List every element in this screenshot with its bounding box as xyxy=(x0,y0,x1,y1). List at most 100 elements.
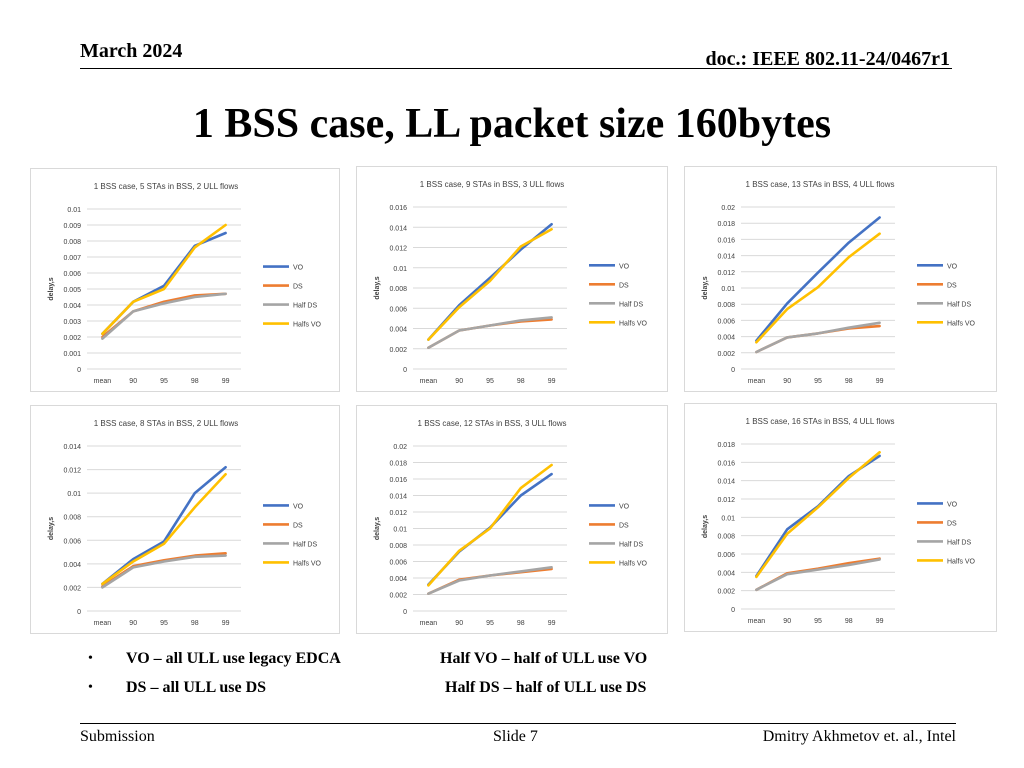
x-tick-label: 99 xyxy=(548,378,556,385)
series-line-ds xyxy=(427,567,553,595)
x-tick-label: 95 xyxy=(486,378,494,385)
note-half-vo: Half VO – half of ULL use VO xyxy=(440,650,648,667)
chart-svg: 1 BSS case, 8 STAs in BSS, 2 ULL flows 0 0… xyxy=(48,419,322,627)
x-tick-label: 95 xyxy=(160,620,168,627)
y-tick-label: 0.001 xyxy=(63,351,81,358)
legend-label: Half DS xyxy=(947,539,971,546)
chart-8-stas: 1 BSS case, 8 STAs in BSS, 2 ULL flows 0 0… xyxy=(30,405,340,634)
legend-label: Half DS xyxy=(947,301,971,308)
x-tick-label: mean xyxy=(94,378,112,385)
y-tick-label: 0 xyxy=(77,609,81,616)
series-line-halfs-vo xyxy=(427,463,553,587)
y-tick-label: 0.002 xyxy=(63,335,81,342)
series-line-half-ds xyxy=(427,566,553,595)
chart-svg: 1 BSS case, 9 STAs in BSS, 3 ULL flows 0 0… xyxy=(374,180,648,385)
y-tick-label: 0.016 xyxy=(389,477,407,484)
y-tick-label: 0.004 xyxy=(63,562,81,569)
footer-submission: Submission xyxy=(80,728,155,745)
x-tick-label: mean xyxy=(748,618,766,625)
legend-label: VO xyxy=(947,263,958,270)
chart-svg: 1 BSS case, 16 STAs in BSS, 4 ULL flows 0… xyxy=(702,417,976,625)
y-tick-label: 0.016 xyxy=(717,237,735,244)
note-ds: DS – all ULL use DS xyxy=(126,679,267,696)
chart-9-stas: 1 BSS case, 9 STAs in BSS, 3 ULL flows 0 0… xyxy=(356,166,668,392)
chart-title: 1 BSS case, 13 STAs in BSS, 4 ULL flows xyxy=(746,180,895,189)
y-axis-label: delay,s xyxy=(702,276,709,299)
x-tick-label: mean xyxy=(748,378,766,385)
y-tick-label: 0.012 xyxy=(389,510,407,517)
y-axis-label: delay,s xyxy=(702,515,709,538)
y-tick-label: 0.01 xyxy=(721,286,735,293)
y-axis-label: delay,s xyxy=(48,277,55,300)
y-tick-label: 0.014 xyxy=(717,254,735,261)
series-line-halfs-vo xyxy=(755,450,881,579)
note-vo: VO – all ULL use legacy EDCA xyxy=(126,650,341,667)
x-tick-label: 99 xyxy=(222,378,230,385)
note-half-ds: Half DS – half of ULL use DS xyxy=(445,679,647,696)
y-axis-label: delay,s xyxy=(374,276,381,299)
y-tick-label: 0.004 xyxy=(63,303,81,310)
series-line-vo xyxy=(755,454,881,578)
x-tick-label: 99 xyxy=(222,620,230,627)
y-tick-label: 0.006 xyxy=(389,560,407,567)
series-line-ds xyxy=(755,324,881,354)
y-tick-label: 0.004 xyxy=(717,335,735,342)
y-tick-label: 0.02 xyxy=(721,205,735,212)
y-axis-label: delay,s xyxy=(48,517,55,540)
x-tick-label: 98 xyxy=(191,620,199,627)
y-tick-label: 0.016 xyxy=(389,205,407,212)
y-tick-label: 0.01 xyxy=(67,207,81,214)
x-tick-label: mean xyxy=(94,620,112,627)
legend-label: Half DS xyxy=(619,541,643,548)
y-tick-label: 0.007 xyxy=(63,255,81,262)
series-line-half-ds xyxy=(755,558,881,592)
series-line-vo xyxy=(101,465,227,586)
y-tick-label: 0.014 xyxy=(717,479,735,486)
y-tick-label: 0.006 xyxy=(389,306,407,313)
y-tick-label: 0.018 xyxy=(717,442,735,449)
y-tick-label: 0.018 xyxy=(389,461,407,468)
legend-label: DS xyxy=(293,284,303,291)
x-tick-label: 99 xyxy=(548,620,556,627)
chart-5-stas: 1 BSS case, 5 STAs in BSS, 2 ULL flows 0 0… xyxy=(30,168,340,392)
chart-title: 1 BSS case, 5 STAs in BSS, 2 ULL flows xyxy=(94,182,239,191)
chart-16-stas: 1 BSS case, 16 STAs in BSS, 4 ULL flows 0… xyxy=(684,403,997,632)
x-tick-label: 90 xyxy=(783,618,791,625)
legend-label: DS xyxy=(293,522,303,529)
x-tick-label: mean xyxy=(420,378,438,385)
legend-label: Halfs VO xyxy=(619,560,648,567)
x-tick-label: 90 xyxy=(455,378,463,385)
y-tick-label: 0.009 xyxy=(63,223,81,230)
y-tick-label: 0 xyxy=(403,609,407,616)
y-tick-label: 0.006 xyxy=(63,271,81,278)
y-tick-label: 0.012 xyxy=(389,246,407,253)
bullet-vo: • xyxy=(88,651,93,666)
x-tick-label: 98 xyxy=(845,618,853,625)
x-tick-label: 95 xyxy=(814,378,822,385)
legend-label: VO xyxy=(619,263,630,270)
legend-label: Half DS xyxy=(293,541,317,548)
x-tick-label: 95 xyxy=(160,378,168,385)
footer-slide-number: Slide 7 xyxy=(493,728,538,745)
y-tick-label: 0.008 xyxy=(63,239,81,246)
y-tick-label: 0.01 xyxy=(393,527,407,534)
y-tick-label: 0.014 xyxy=(389,494,407,501)
chart-13-stas: 1 BSS case, 13 STAs in BSS, 4 ULL flows 0… xyxy=(684,166,997,392)
series-line-half-ds xyxy=(101,292,227,340)
legend-label: Halfs VO xyxy=(947,320,976,327)
chart-title: 1 BSS case, 12 STAs in BSS, 3 ULL flows xyxy=(418,419,567,428)
legend-label: Halfs VO xyxy=(293,322,322,329)
series-line-ds xyxy=(427,318,553,349)
y-tick-label: 0.016 xyxy=(717,460,735,467)
y-tick-label: 0.006 xyxy=(63,538,81,545)
y-tick-label: 0.012 xyxy=(717,270,735,277)
x-tick-label: 90 xyxy=(783,378,791,385)
y-tick-label: 0.012 xyxy=(717,497,735,504)
chart-title: 1 BSS case, 9 STAs in BSS, 3 ULL flows xyxy=(420,180,565,189)
legend-label: Half DS xyxy=(619,301,643,308)
y-tick-label: 0.002 xyxy=(717,351,735,358)
y-tick-label: 0.004 xyxy=(717,570,735,577)
x-tick-label: 95 xyxy=(486,620,494,627)
y-tick-label: 0.012 xyxy=(63,468,81,475)
series-line-vo xyxy=(755,216,881,342)
